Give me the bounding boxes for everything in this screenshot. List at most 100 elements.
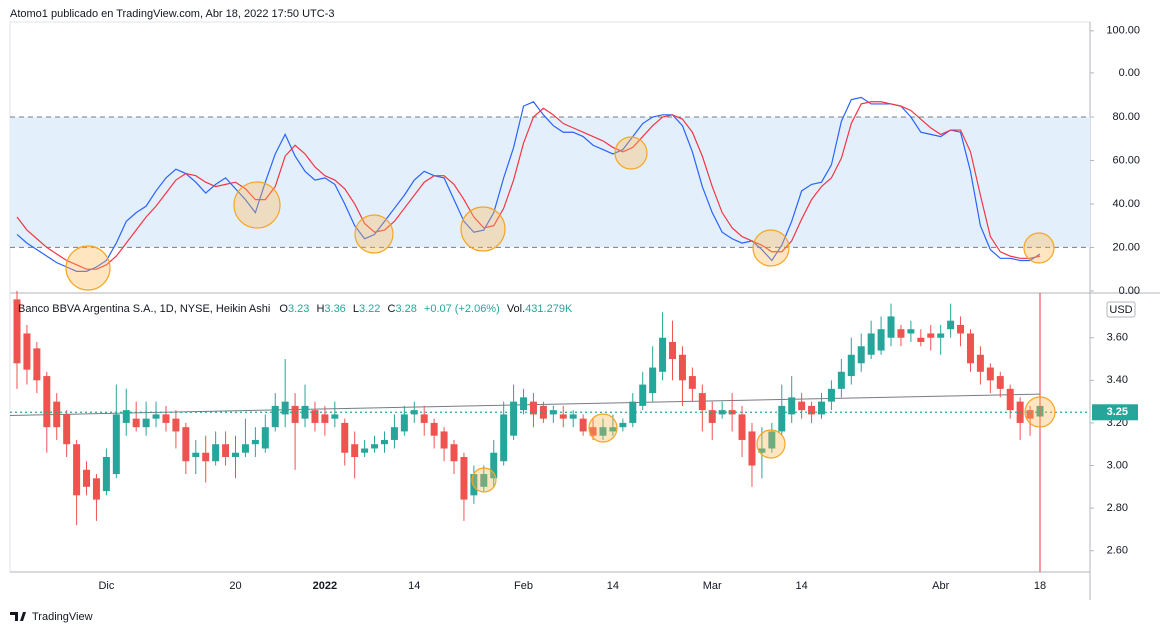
candle-body — [907, 329, 915, 334]
candle-body — [758, 448, 766, 453]
candle-body — [639, 384, 647, 406]
candle-body — [827, 388, 835, 402]
footer-logo: TradingView — [10, 611, 93, 623]
candle-body — [609, 427, 617, 432]
header: Atomo1 publicado en TradingView.com, Abr… — [10, 8, 335, 20]
x-tick-label: Abr — [932, 580, 949, 592]
candle-body — [182, 427, 190, 462]
candle-body — [460, 456, 468, 500]
x-tick-label: 14 — [796, 580, 808, 592]
candle-body — [708, 410, 716, 423]
candle-body — [927, 333, 935, 338]
layer: 0.00 20.00 40.00 60.00 80.00 100.00 0.00 2.60 2.… — [9, 25, 1140, 592]
candle-body — [837, 371, 845, 389]
logo-mark — [10, 612, 26, 621]
last-price-box — [1092, 404, 1138, 421]
candle-body — [122, 410, 130, 423]
candle-body — [361, 448, 369, 453]
y-tick-label: 20.00 — [1112, 241, 1140, 253]
x-tick-label: 20 — [229, 580, 241, 592]
candle-body — [490, 452, 498, 479]
candle-body — [232, 452, 240, 457]
candle-body — [192, 452, 200, 457]
y2-tick-label: 100.00 — [1106, 25, 1140, 37]
candle-body — [430, 422, 438, 436]
y-tick-label: 3.60 — [1107, 332, 1128, 344]
currency-box — [1106, 301, 1136, 318]
candle-body — [470, 474, 478, 496]
annotation-circle — [588, 413, 618, 443]
candle-body — [539, 405, 547, 419]
candle-body — [887, 316, 895, 338]
candle-body — [251, 439, 259, 445]
currency: USD — [1109, 304, 1132, 316]
legend-value: 3.23 — [288, 303, 309, 315]
candle-body — [857, 346, 865, 364]
annotation-circle — [233, 181, 281, 229]
annotations — [65, 136, 1056, 493]
candle-body — [897, 329, 905, 338]
legend-key: O — [279, 303, 288, 315]
symbol: Banco BBVA Argentina S.A., 1D, NYSE, Hei… — [18, 303, 270, 315]
y-tick-label: 2.60 — [1107, 545, 1128, 557]
candle-body — [996, 376, 1004, 389]
candle-body — [688, 376, 696, 389]
candle-body — [410, 410, 418, 415]
candle-body — [619, 422, 627, 428]
x-tick-label: Dic — [98, 580, 114, 592]
candle-body — [13, 299, 21, 364]
stoch-line — [16, 101, 1041, 270]
candle-body — [520, 397, 528, 411]
annotation-circle — [65, 245, 111, 291]
annotation-circle — [756, 429, 786, 459]
annotation-circle — [471, 467, 497, 493]
legend-value: 3.22 — [359, 303, 380, 315]
candle-body — [222, 444, 230, 457]
candle-body — [321, 414, 329, 423]
candle-body — [778, 405, 786, 432]
candle-body — [589, 427, 597, 436]
candle-body — [798, 401, 806, 411]
candle-body — [917, 337, 925, 342]
candle-body — [341, 422, 349, 453]
candle-body — [986, 367, 994, 381]
legend-key: L — [353, 303, 359, 315]
candle-body — [23, 333, 31, 370]
candle-body — [142, 418, 150, 428]
candle-body — [1006, 388, 1014, 411]
candle-body — [1026, 410, 1034, 419]
candle-body — [947, 320, 955, 330]
x-tick-label: 14 — [607, 580, 619, 592]
candle-body — [261, 427, 269, 449]
candle-body — [937, 333, 945, 338]
y2-tick-label: 0.00 — [1119, 67, 1140, 79]
candle-body — [112, 414, 120, 475]
last-price-label: 3.25 — [1107, 406, 1128, 418]
candle-body — [400, 414, 408, 432]
legend-value: 3.36 — [324, 303, 345, 315]
candle-body — [976, 354, 984, 372]
y-tick-label: 80.00 — [1112, 111, 1140, 123]
annotation-circle — [1023, 232, 1055, 264]
candle-body — [450, 444, 458, 462]
x-tick-label: Mar — [703, 580, 722, 592]
candle-body — [559, 414, 567, 419]
legend: Banco BBVA Argentina S.A., 1D, NYSE, Hei… — [18, 303, 573, 315]
legend-value: 3.28 — [395, 303, 416, 315]
candle-body — [172, 418, 180, 432]
candle-body — [718, 410, 726, 415]
legend-key: C — [387, 303, 395, 315]
candle-body — [102, 456, 110, 492]
legend-key: H — [316, 303, 324, 315]
candle-body — [152, 414, 160, 419]
candle-body — [877, 329, 885, 351]
candle-body — [579, 418, 587, 432]
candle-body — [678, 354, 686, 381]
candle-body — [212, 444, 220, 462]
candle-body — [390, 427, 398, 440]
legend-volume: 431.279K — [525, 303, 573, 315]
candle-body — [281, 401, 289, 415]
candle-body — [480, 474, 488, 487]
y-tick-label: 40.00 — [1112, 198, 1140, 210]
